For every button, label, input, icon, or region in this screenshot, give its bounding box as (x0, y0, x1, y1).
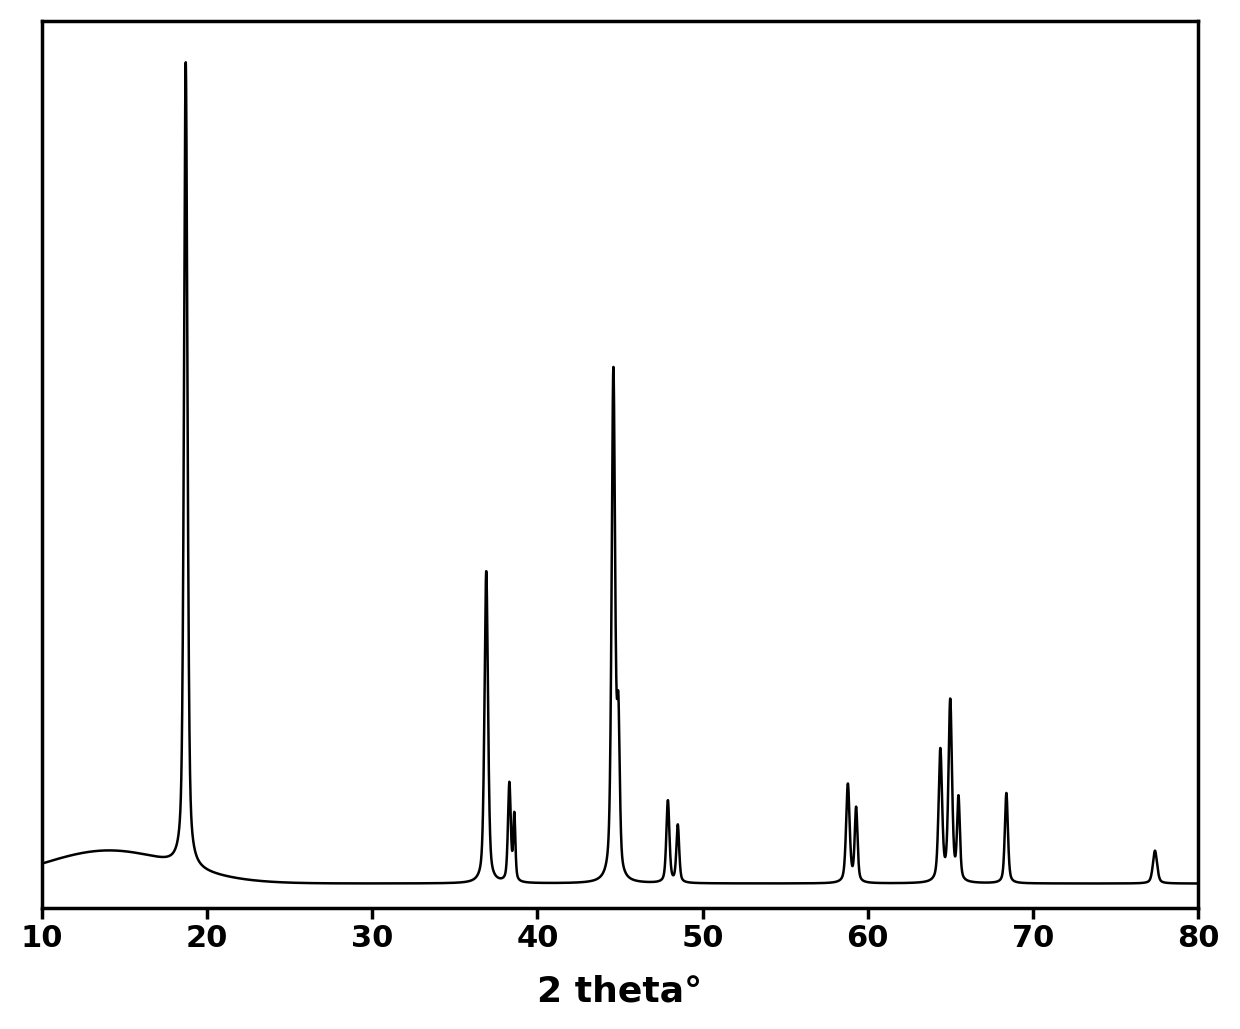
X-axis label: 2 theta°: 2 theta° (537, 974, 703, 1008)
